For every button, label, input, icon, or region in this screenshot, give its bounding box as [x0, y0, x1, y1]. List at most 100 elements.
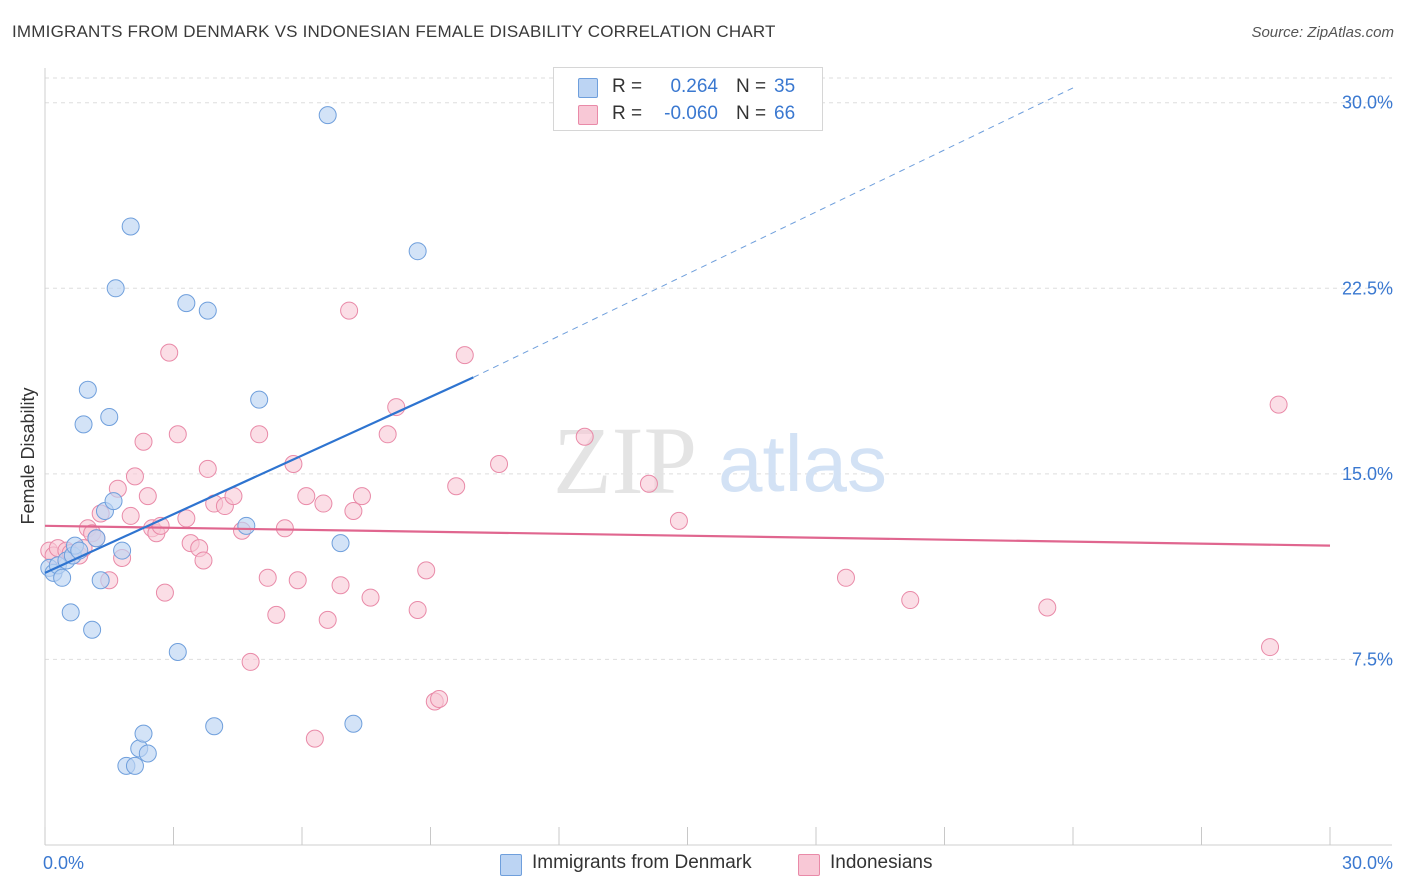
indonesians-point	[344, 501, 363, 520]
indonesians-point	[160, 343, 179, 362]
indonesians-point	[430, 690, 449, 709]
legend-swatch-pink	[578, 105, 598, 125]
indonesians-point	[361, 588, 380, 607]
denmark-point	[104, 492, 123, 511]
watermark-atlas: atlas	[718, 419, 887, 508]
indonesians-point	[331, 576, 350, 595]
legend-r-label: R =	[612, 103, 643, 124]
x-tick-label: 30.0%	[1342, 853, 1393, 873]
watermark-zip: ZIP	[553, 407, 697, 514]
legend-label-indonesians: Indonesians	[830, 852, 933, 873]
denmark-point	[168, 643, 187, 662]
denmark-trend-extension	[473, 87, 1074, 378]
denmark-point	[237, 516, 256, 535]
grid-layer	[45, 77, 1392, 660]
indonesians-point	[352, 487, 371, 506]
denmark-point	[408, 242, 427, 261]
y-tick-label: 30.0%	[1342, 93, 1393, 113]
denmark-point	[87, 529, 106, 548]
watermark: ZIP atlas	[553, 407, 887, 514]
indonesians-point	[267, 605, 286, 624]
y-tick-label: 22.5%	[1342, 278, 1393, 298]
legend-n-label: N =	[736, 103, 767, 124]
denmark-trend-line	[44, 376, 474, 574]
legend-r-value: 0.264	[670, 76, 718, 97]
indonesians-point	[288, 571, 307, 590]
indonesians-point	[258, 568, 277, 587]
indonesians-point	[836, 568, 855, 587]
y-tick-label: 7.5%	[1352, 649, 1393, 669]
indonesians-points	[40, 301, 1288, 748]
indonesians-point	[241, 652, 260, 671]
denmark-point	[344, 714, 363, 733]
y-tick-label: 15.0%	[1342, 464, 1393, 484]
indonesians-point	[447, 477, 466, 496]
correlation-legend: R = 0.264 N = 35 R = -0.060 N = 66	[553, 67, 823, 131]
indonesians-point	[490, 454, 509, 473]
denmark-point	[134, 724, 153, 743]
indonesians-point	[408, 600, 427, 619]
indonesians-point	[669, 511, 688, 530]
indonesians-point	[340, 301, 359, 320]
denmark-point	[100, 407, 119, 426]
legend-n-value: 66	[774, 103, 796, 124]
denmark-point	[74, 415, 93, 434]
source-label: Source: ZipAtlas.com	[1251, 24, 1394, 41]
indonesians-point	[168, 425, 187, 444]
denmark-point	[61, 603, 80, 622]
indonesians-point	[378, 425, 397, 444]
indonesians-point	[1261, 638, 1280, 657]
legend-n-label: N =	[736, 76, 767, 97]
indonesians-point	[639, 474, 658, 493]
legend-label-denmark: Immigrants from Denmark	[532, 852, 752, 873]
denmark-point	[91, 571, 110, 590]
denmark-point	[331, 534, 350, 553]
denmark-point	[177, 294, 196, 313]
denmark-point	[53, 568, 72, 587]
denmark-point	[318, 106, 337, 125]
indonesians-point	[198, 459, 217, 478]
axis-layer: 7.5% 15.0% 22.5% 30.0% 0.0% 30.0%	[43, 68, 1393, 873]
indonesians-point	[125, 467, 144, 486]
denmark-point	[198, 301, 217, 320]
indonesians-point	[121, 506, 140, 525]
indonesians-point	[1038, 598, 1057, 617]
indonesians-point	[194, 551, 213, 570]
denmark-point	[121, 217, 140, 236]
legend-swatch-pink	[798, 854, 820, 876]
indonesians-point	[250, 425, 269, 444]
denmark-point	[106, 279, 125, 298]
indonesians-point	[138, 487, 157, 506]
series-legend: Immigrants from Denmark Indonesians	[0, 852, 1406, 876]
denmark-point	[83, 620, 102, 639]
indonesians-point	[305, 729, 324, 748]
indonesians-point	[155, 583, 174, 602]
legend-r-value: -0.060	[664, 103, 718, 124]
indonesians-point	[318, 610, 337, 629]
x-tick-label: 0.0%	[43, 853, 84, 873]
denmark-point	[250, 390, 269, 409]
indonesians-point	[417, 561, 436, 580]
denmark-point	[113, 541, 132, 560]
indonesians-point	[284, 454, 303, 473]
denmark-point	[205, 717, 224, 736]
indonesians-point	[314, 494, 333, 513]
denmark-point	[78, 380, 97, 399]
indonesians-point	[575, 427, 594, 446]
indonesians-point	[177, 509, 196, 528]
trend-lines	[44, 87, 1331, 574]
indonesians-point	[901, 591, 920, 610]
chart-title: IMMIGRANTS FROM DENMARK VS INDONESIAN FE…	[12, 22, 776, 41]
legend-r-label: R =	[612, 76, 643, 97]
indonesians-point	[455, 346, 474, 365]
legend-swatch-blue	[578, 78, 598, 98]
indonesians-trend-line	[44, 524, 1331, 547]
denmark-points	[40, 106, 427, 775]
indonesians-point	[134, 432, 153, 451]
legend-n-value: 35	[774, 76, 796, 97]
denmark-point	[138, 744, 157, 763]
denmark-point	[125, 756, 144, 775]
indonesians-point	[275, 519, 294, 538]
indonesians-point	[297, 487, 316, 506]
